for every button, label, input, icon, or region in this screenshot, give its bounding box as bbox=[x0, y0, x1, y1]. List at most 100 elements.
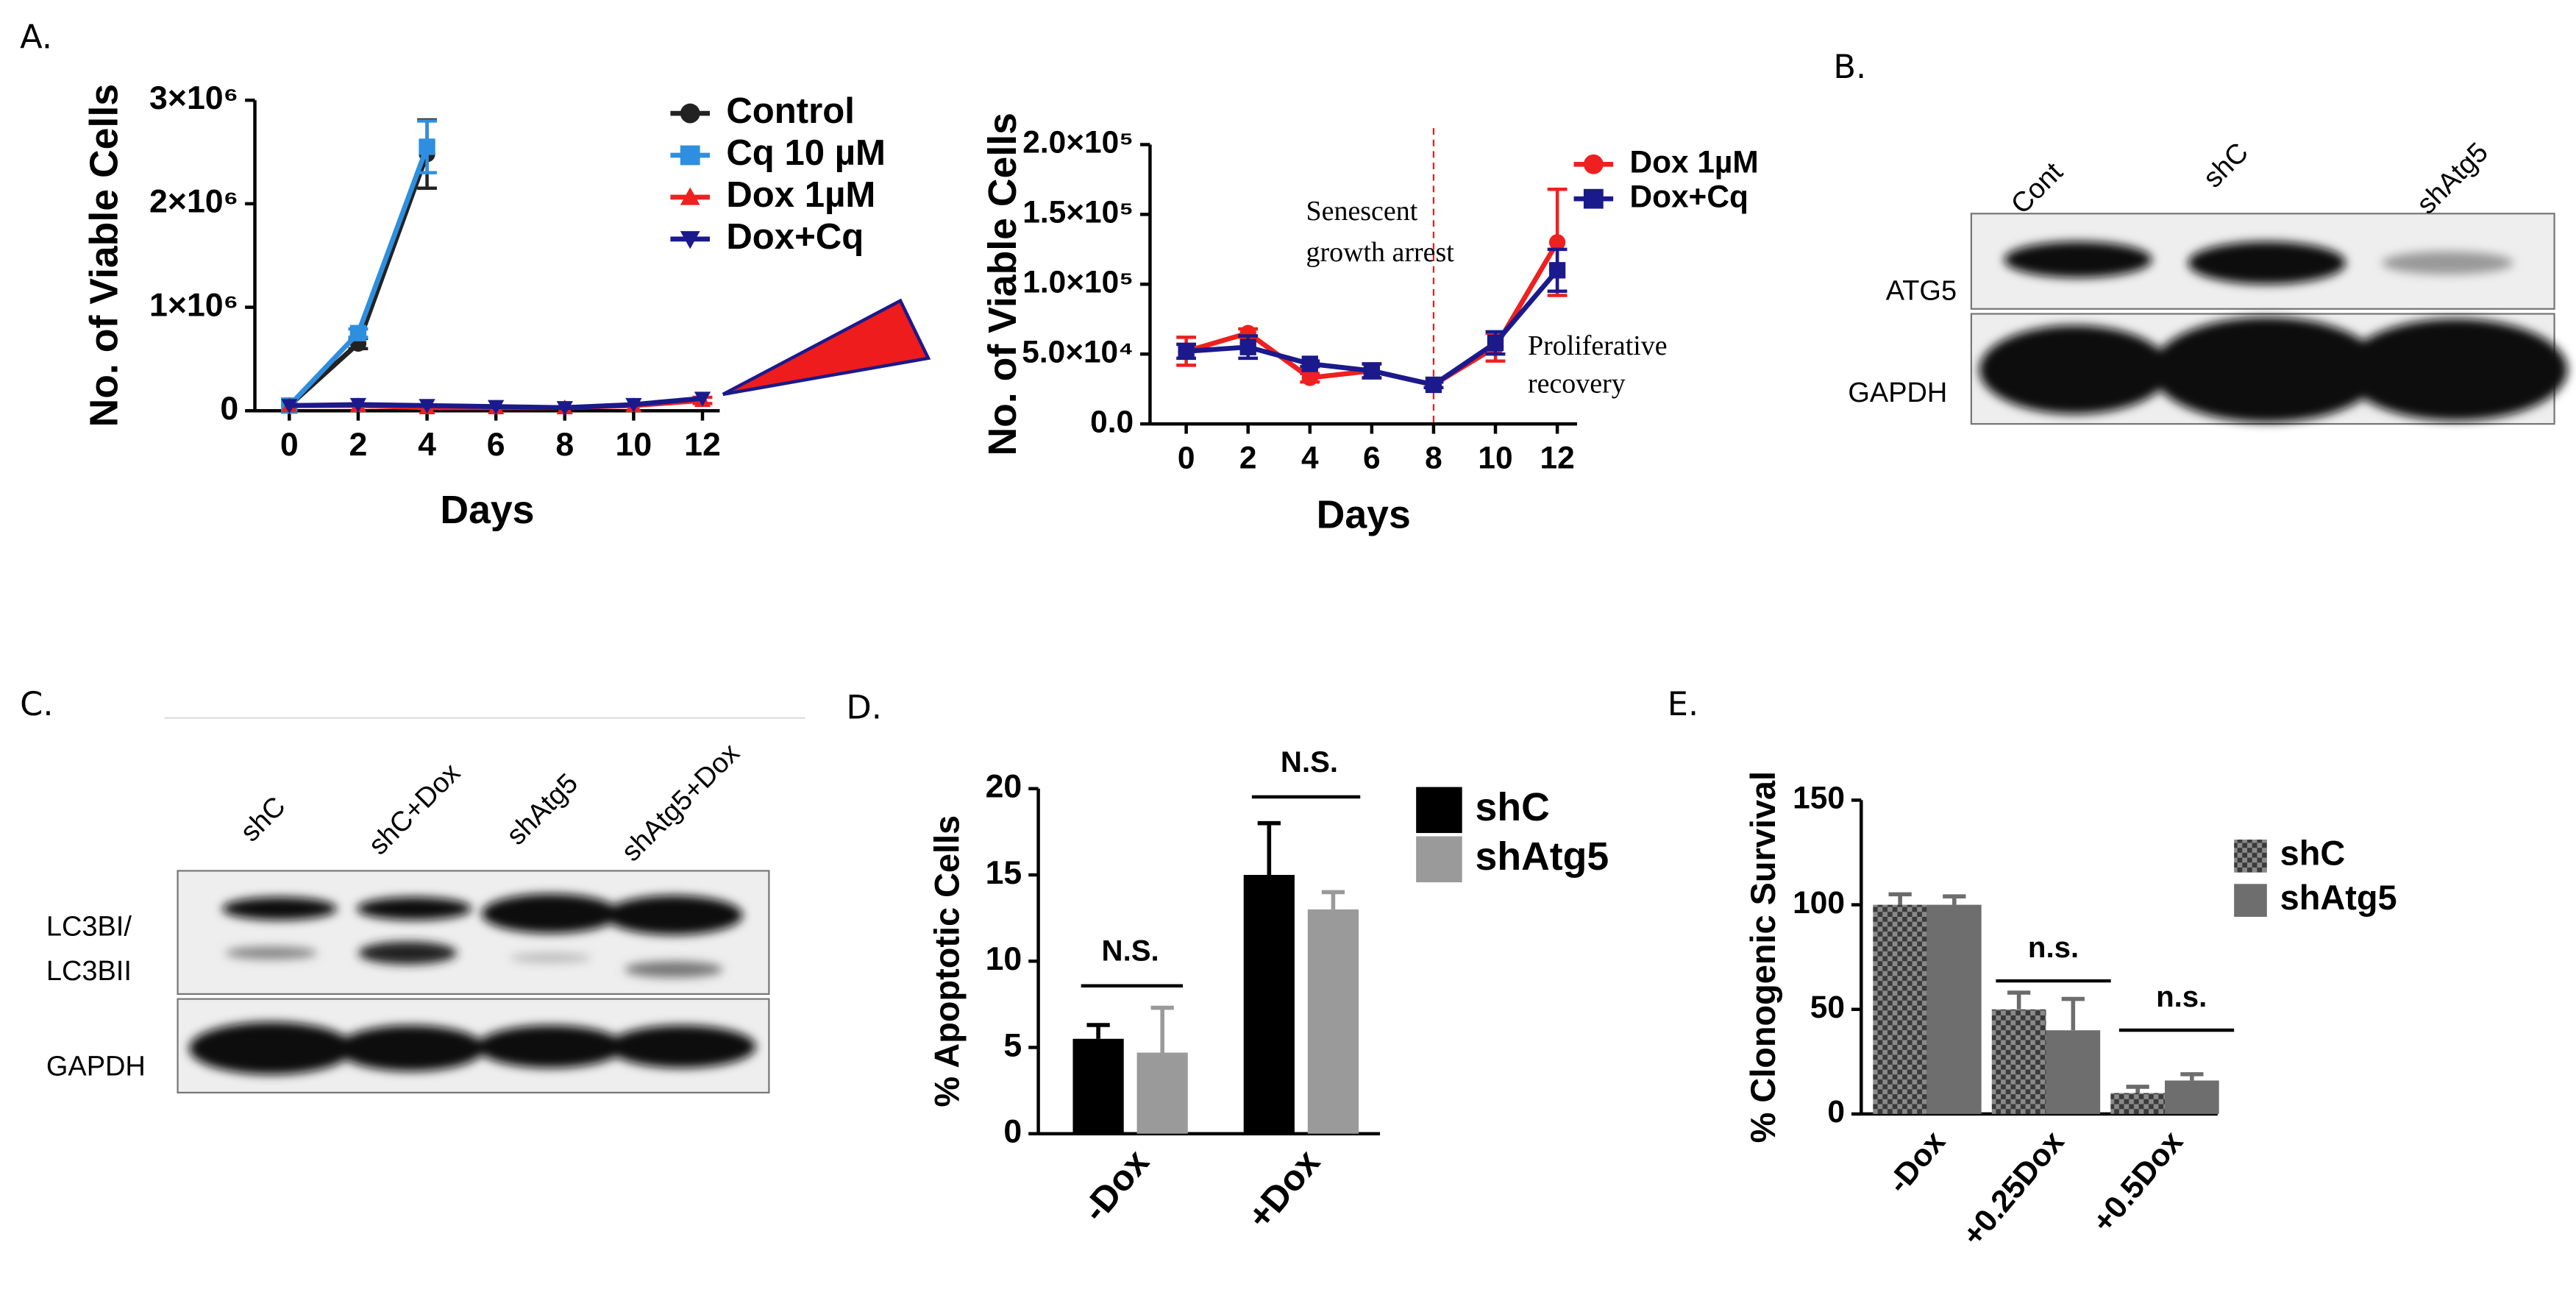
bar bbox=[1136, 1052, 1188, 1134]
x-tick-label: 12 bbox=[1540, 440, 1575, 475]
x-tick-label: -Dox bbox=[1075, 1143, 1157, 1230]
y-tick-label: 20 bbox=[986, 769, 1022, 805]
y-tick-label: 15 bbox=[986, 855, 1022, 891]
marker bbox=[349, 324, 367, 341]
bar bbox=[1926, 904, 1982, 1114]
y-tick-label: 2.0×10⁵ bbox=[1022, 125, 1134, 160]
x-tick-label: +0.25Dox bbox=[1955, 1124, 2071, 1252]
x-tick-label: -Dox bbox=[1881, 1124, 1952, 1200]
bar bbox=[1243, 875, 1295, 1134]
panel-label: C. bbox=[20, 685, 53, 723]
marker bbox=[1425, 376, 1442, 394]
x-tick-label: 8 bbox=[1425, 440, 1442, 475]
x-tick-label: +Dox bbox=[1240, 1143, 1328, 1237]
marker bbox=[694, 391, 711, 407]
error-bar bbox=[2126, 1085, 2149, 1093]
y-tick-label: 5.0×10⁴ bbox=[1022, 334, 1134, 369]
x-tick-label: 2 bbox=[349, 427, 368, 463]
error-bar bbox=[1943, 894, 1966, 905]
marker bbox=[349, 397, 367, 413]
lane-label: shC bbox=[2197, 137, 2254, 194]
error-bar bbox=[1257, 820, 1281, 876]
legend-label: Dox+Cq bbox=[726, 217, 864, 257]
x-tick-label: 4 bbox=[1301, 440, 1319, 475]
legend-label: shAtg5 bbox=[2280, 879, 2397, 917]
y-tick-label: 1.5×10⁵ bbox=[1022, 195, 1134, 230]
y-tick-label: 0 bbox=[220, 391, 238, 427]
error-bar bbox=[1321, 890, 1345, 909]
error-bar bbox=[2007, 990, 2031, 1010]
y-tick-label: 50 bbox=[1810, 990, 1845, 1024]
y-tick-label: 100 bbox=[1793, 885, 1845, 920]
lane-label: shAtg5 bbox=[2411, 137, 2494, 220]
panel-label: E. bbox=[1668, 685, 1698, 723]
marker bbox=[1548, 234, 1566, 251]
y-tick-label: 10 bbox=[986, 941, 1022, 977]
row-label: GAPDH bbox=[1848, 377, 1947, 408]
error-bar bbox=[1888, 892, 1912, 905]
y-axis-label: % Clonogenic Survival bbox=[1744, 771, 1782, 1143]
legend-label: Control bbox=[726, 91, 855, 131]
marker bbox=[1548, 262, 1566, 279]
annotation: n.s. bbox=[2156, 980, 2207, 1013]
annotation: Senescent bbox=[1306, 196, 1418, 227]
lane-label: shAtg5 bbox=[501, 767, 584, 851]
legend-marker bbox=[680, 145, 700, 166]
row-label: ATG5 bbox=[1886, 275, 1957, 306]
x-tick-label: 10 bbox=[1478, 440, 1512, 475]
legend-swatch bbox=[2234, 840, 2267, 873]
legend-label: shC bbox=[2280, 834, 2346, 873]
legend-label: Dox+Cq bbox=[1629, 179, 1748, 213]
y-tick-label: 1×10⁶ bbox=[149, 287, 238, 323]
error-bar bbox=[2180, 1072, 2204, 1081]
line bbox=[288, 153, 430, 408]
lane-label: Cont bbox=[2005, 157, 2069, 221]
row-label: LC3BI/ bbox=[46, 912, 132, 943]
legend-label: shAtg5 bbox=[1476, 834, 1609, 879]
bar bbox=[2110, 1093, 2166, 1114]
panel-label: B. bbox=[1833, 48, 1866, 86]
y-tick-label: 2×10⁶ bbox=[149, 184, 238, 220]
y-axis-label: No. of Viable Cells bbox=[981, 113, 1025, 455]
zoom-wedge bbox=[722, 298, 931, 397]
marker bbox=[1239, 338, 1256, 355]
error-bar bbox=[2061, 996, 2085, 1031]
bar bbox=[1307, 909, 1359, 1134]
error-bar bbox=[1150, 1005, 1174, 1053]
x-axis-label: Days bbox=[1317, 493, 1411, 537]
line bbox=[287, 146, 430, 408]
lane-label: shC+Dox bbox=[363, 757, 466, 861]
annotation: Proliferative bbox=[1528, 330, 1668, 361]
y-tick-label: 0 bbox=[1003, 1114, 1022, 1150]
blot-c: LC3BI/ LC3BII GAPDH shC shC+Dox shAtg5 s… bbox=[46, 717, 805, 1094]
row-label: LC3BII bbox=[46, 956, 132, 987]
row-label: GAPDH bbox=[46, 1051, 146, 1082]
y-tick-label: 150 bbox=[1793, 781, 1845, 815]
annotation: N.S. bbox=[1281, 745, 1338, 779]
legend-label: Cq 10 µM bbox=[726, 133, 886, 173]
bar bbox=[2165, 1080, 2219, 1114]
lane-label: shAtg5+Dox bbox=[616, 737, 746, 868]
annotation: recovery bbox=[1528, 368, 1626, 399]
marker bbox=[1363, 362, 1381, 380]
x-tick-label: 8 bbox=[555, 427, 574, 463]
panel-label: A. bbox=[20, 18, 52, 57]
legend-label: Dox 1µM bbox=[726, 175, 875, 215]
legend-swatch bbox=[1416, 787, 1462, 834]
legend-swatch bbox=[2234, 884, 2267, 917]
x-tick-label: 0 bbox=[1178, 440, 1195, 475]
marker bbox=[1301, 355, 1318, 372]
y-tick-label: 5 bbox=[1003, 1027, 1022, 1063]
x-tick-label: 4 bbox=[418, 427, 436, 463]
x-tick-label: 10 bbox=[616, 427, 652, 463]
blot-b: ATG5 GAPDH Cont shC shAtg5 bbox=[1848, 137, 2568, 425]
marker bbox=[1178, 343, 1195, 360]
x-tick-label: 0 bbox=[280, 427, 299, 463]
legend-marker bbox=[680, 103, 700, 124]
legend-swatch bbox=[1416, 836, 1462, 883]
y-tick-label: 0.0 bbox=[1090, 404, 1134, 439]
x-tick-label: 12 bbox=[684, 427, 721, 463]
marker bbox=[281, 399, 298, 414]
marker bbox=[487, 400, 505, 415]
marker bbox=[625, 397, 642, 413]
